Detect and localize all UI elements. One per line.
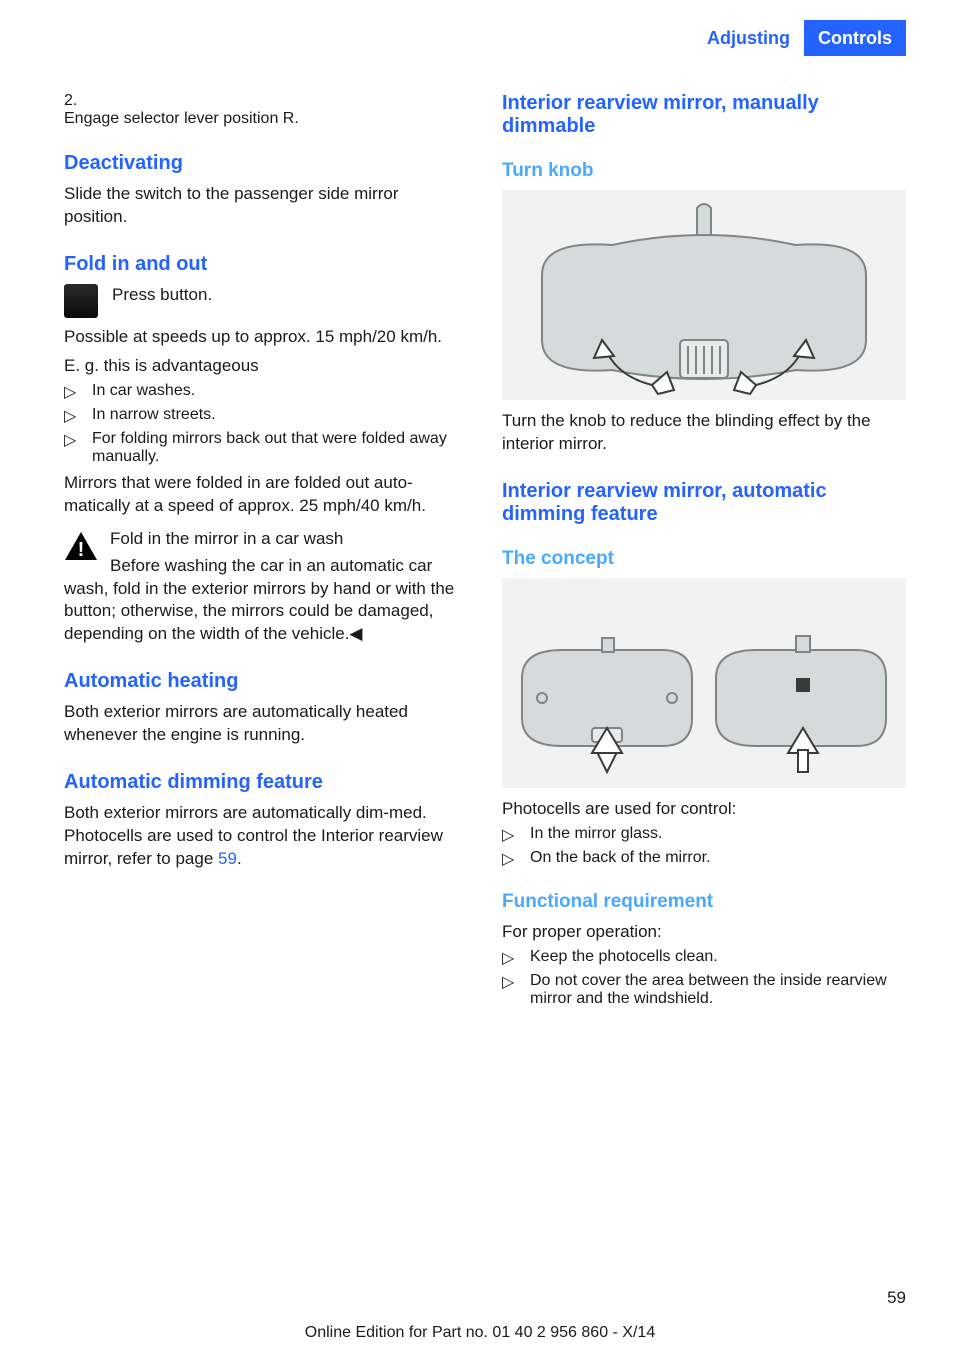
heading-autoheat: Automatic heating (64, 670, 466, 693)
step-number: 2. (64, 92, 92, 110)
figure-auto-mirror (502, 578, 906, 788)
list-text: In narrow streets. (92, 406, 466, 426)
body-text: Slide the switch to the passenger side m… (64, 183, 466, 229)
bullet-icon: ▷ (502, 825, 530, 845)
bullet-icon: ▷ (64, 382, 92, 402)
button-instruction: Press button. (64, 284, 466, 318)
body-text: E. g. this is advantageous (64, 355, 466, 378)
page-link[interactable]: 59 (218, 849, 237, 868)
left-column: 2. Engage selector lever position R. Dea… (64, 92, 466, 1012)
heading-fold: Fold in and out (64, 253, 466, 276)
list-text: Do not cover the area between the inside… (530, 972, 906, 1008)
body-text: Press button. (112, 284, 212, 307)
figure-manual-mirror (502, 190, 906, 400)
list-text: In car washes. (92, 382, 466, 402)
heading-autodim: Automatic dimming feature (64, 771, 466, 794)
body-text: Mirrors that were folded in are folded o… (64, 472, 466, 518)
fold-button-icon (64, 284, 98, 318)
body-text: Both exterior mirrors are automatically … (64, 701, 466, 747)
list-item: ▷ In the mirror glass. (502, 825, 906, 845)
heading-turn-knob: Turn knob (502, 160, 906, 182)
list-text: Keep the photocells clean. (530, 948, 906, 968)
page-number: 59 (887, 1288, 906, 1308)
list-item: ▷ In narrow streets. (64, 406, 466, 426)
bullet-icon: ▷ (64, 430, 92, 466)
bullet-icon: ▷ (502, 849, 530, 869)
list-item: ▷ Keep the photocells clean. (502, 948, 906, 968)
warning-body: Before washing the car in an automatic c… (64, 555, 466, 647)
step-text: Engage selector lever position R. (64, 110, 434, 128)
page-body: 2. Engage selector lever position R. Dea… (64, 92, 906, 1012)
svg-text:!: ! (78, 539, 85, 561)
bullet-icon: ▷ (502, 972, 530, 1008)
step-item: 2. Engage selector lever position R. (64, 92, 466, 128)
body-text: Photocells are used for control: (502, 798, 906, 821)
text-part: . (237, 849, 242, 868)
body-text: Possible at speeds up to approx. 15 mph/… (64, 326, 466, 349)
warning-icon: ! (64, 531, 98, 561)
footer-text: Online Edition for Part no. 01 40 2 956 … (0, 1324, 960, 1342)
list-text: For folding mirrors back out that were f… (92, 430, 466, 466)
heading-deactivating: Deactivating (64, 152, 466, 175)
list-item: ▷ On the back of the mirror. (502, 849, 906, 869)
heading-interior-auto: Interior rearview mirror, automatic dimm… (502, 480, 906, 526)
body-text: Turn the knob to reduce the blinding eff… (502, 410, 906, 456)
body-text: Both exterior mirrors are automatically … (64, 802, 466, 871)
bullet-icon: ▷ (64, 406, 92, 426)
list-text: On the back of the mirror. (530, 849, 906, 869)
right-column: Interior rearview mirror, manually dimma… (502, 92, 906, 1012)
body-text: For proper operation: (502, 921, 906, 944)
list-item: ▷ Do not cover the area between the insi… (502, 972, 906, 1008)
header-chapter: Controls (804, 20, 906, 56)
text-part: Both exterior mirrors are automatically … (64, 803, 443, 868)
heading-concept: The concept (502, 548, 906, 570)
warning-block: ! Fold in the mirror in a car wash Befor… (64, 528, 466, 647)
list-text: In the mirror glass. (530, 825, 906, 845)
bullet-icon: ▷ (502, 948, 530, 968)
warning-title: Fold in the mirror in a car wash (64, 528, 466, 551)
header-section: Adjusting (693, 20, 804, 56)
list-item: ▷ For folding mirrors back out that were… (64, 430, 466, 466)
page-header: AdjustingControls (0, 20, 960, 56)
heading-functional: Functional requirement (502, 891, 906, 913)
heading-interior-manual: Interior rearview mirror, manually dimma… (502, 92, 906, 138)
list-item: ▷ In car washes. (64, 382, 466, 402)
